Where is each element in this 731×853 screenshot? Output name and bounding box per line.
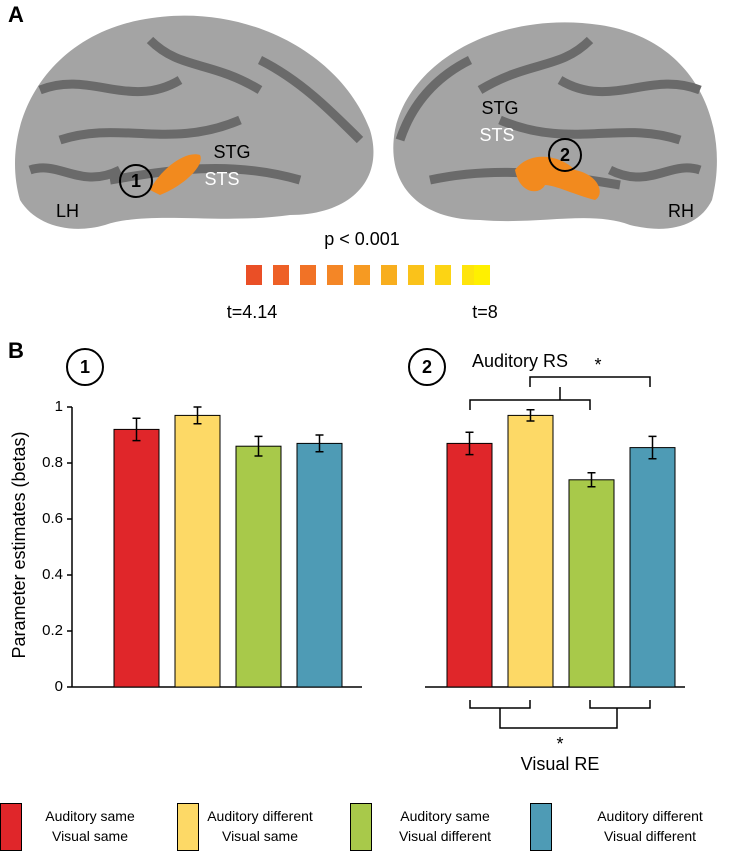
y-tick-label: 1: [55, 398, 63, 415]
error-bar: [254, 435, 263, 457]
hemisphere-label: RH: [668, 201, 694, 221]
annotation: Auditory RS: [472, 351, 568, 371]
region-marker: [66, 348, 104, 386]
hemisphere-label: LH: [56, 201, 79, 221]
activation: [150, 154, 201, 195]
region-name: STS: [204, 169, 239, 189]
y-tick-label: 0: [55, 678, 63, 695]
annotation: *: [556, 734, 563, 754]
panel-label: A: [8, 2, 24, 27]
region-label: 1: [131, 171, 141, 191]
region-name: STS: [479, 125, 514, 145]
annotation: Visual RE: [521, 754, 600, 774]
legend-label: Auditory same Visual same: [45, 808, 135, 844]
chart: 1 2 A STG STS STG STS LH RH p < 0.001 t=…: [8, 2, 717, 774]
legend-swatch: [177, 803, 199, 851]
region-label: 2: [560, 145, 570, 165]
legend-swatch: [0, 803, 22, 851]
region-marker: [408, 348, 446, 386]
gyri: [395, 36, 702, 190]
left-brain: [15, 15, 374, 229]
error-bar: [132, 417, 141, 442]
panel-label: B: [8, 338, 24, 363]
bar: [629, 447, 676, 688]
bar: [174, 414, 221, 688]
legend-label: Auditory different Visual different: [597, 808, 703, 844]
activation: [515, 156, 600, 200]
error-bar: [648, 435, 657, 460]
error-bar: [587, 472, 596, 488]
region-name: STG: [213, 142, 250, 162]
region-name: STG: [481, 98, 518, 118]
bracket: [469, 700, 651, 729]
region-marker: [119, 164, 153, 198]
legend-label: Auditory different Visual same: [207, 808, 313, 844]
bar: [235, 445, 282, 688]
right-brain: [393, 22, 717, 229]
gyri: [28, 36, 364, 185]
bar: [296, 442, 343, 688]
region-label: 2: [422, 357, 432, 377]
colorbar-max: t=8: [472, 302, 498, 322]
colorbar-min: t=4.14: [227, 302, 278, 322]
error-bar: [193, 406, 202, 425]
legend-label: Auditory same Visual different: [398, 808, 492, 844]
legend-swatch: [350, 803, 372, 851]
annotation: *: [594, 355, 601, 375]
colorbar: [246, 265, 490, 285]
y-axis-label: Parameter estimates (betas): [9, 431, 29, 658]
bar: [507, 414, 554, 688]
region-marker: [548, 138, 582, 172]
bracket: [469, 376, 651, 410]
y-tick-label: 0.4: [42, 566, 63, 583]
bar: [446, 442, 493, 688]
bar: [113, 428, 160, 688]
legend-swatch: [530, 803, 552, 851]
error-bar: [526, 409, 535, 422]
bar: [568, 479, 615, 688]
y-tick-label: 0.8: [42, 454, 63, 471]
error-bar: [465, 431, 474, 456]
y-tick-label: 0.2: [42, 622, 63, 639]
threshold: p < 0.001: [324, 229, 400, 249]
error-bar: [315, 434, 324, 453]
y-tick-label: 0.6: [42, 510, 63, 527]
region-label: 1: [80, 357, 90, 377]
